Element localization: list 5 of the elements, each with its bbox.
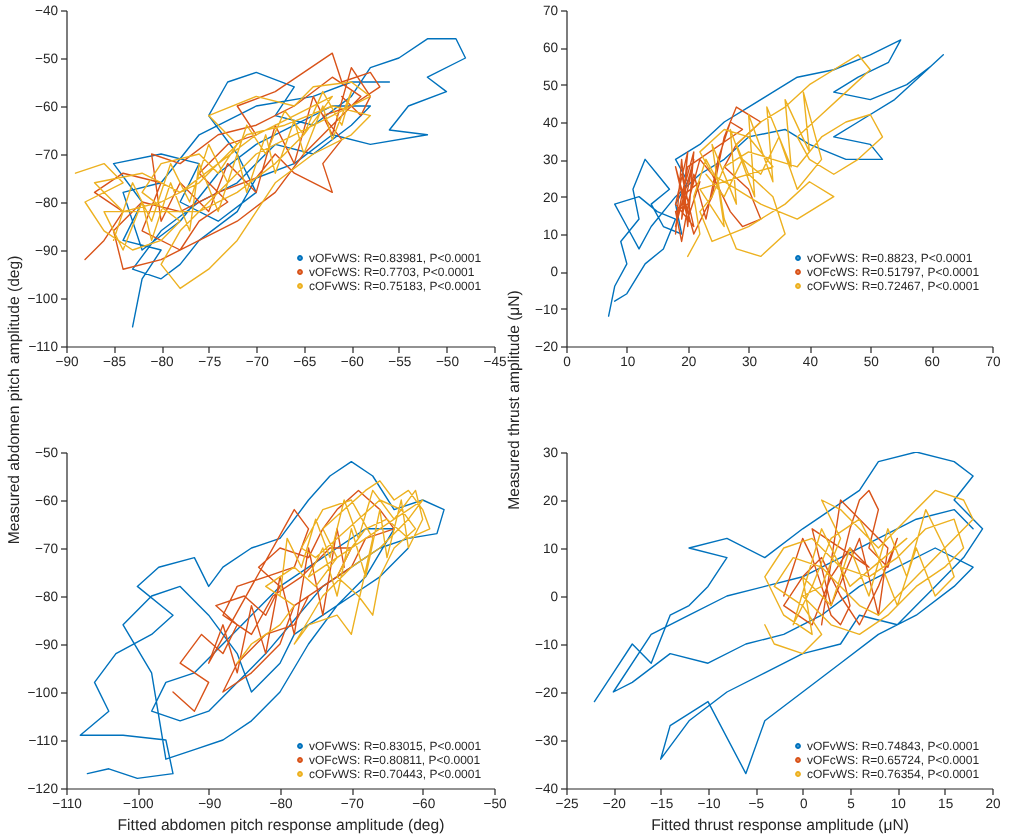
line-series xyxy=(674,106,762,243)
line-series xyxy=(764,489,974,655)
line-series xyxy=(172,489,395,712)
line-series xyxy=(236,480,431,664)
line-series xyxy=(783,489,899,626)
